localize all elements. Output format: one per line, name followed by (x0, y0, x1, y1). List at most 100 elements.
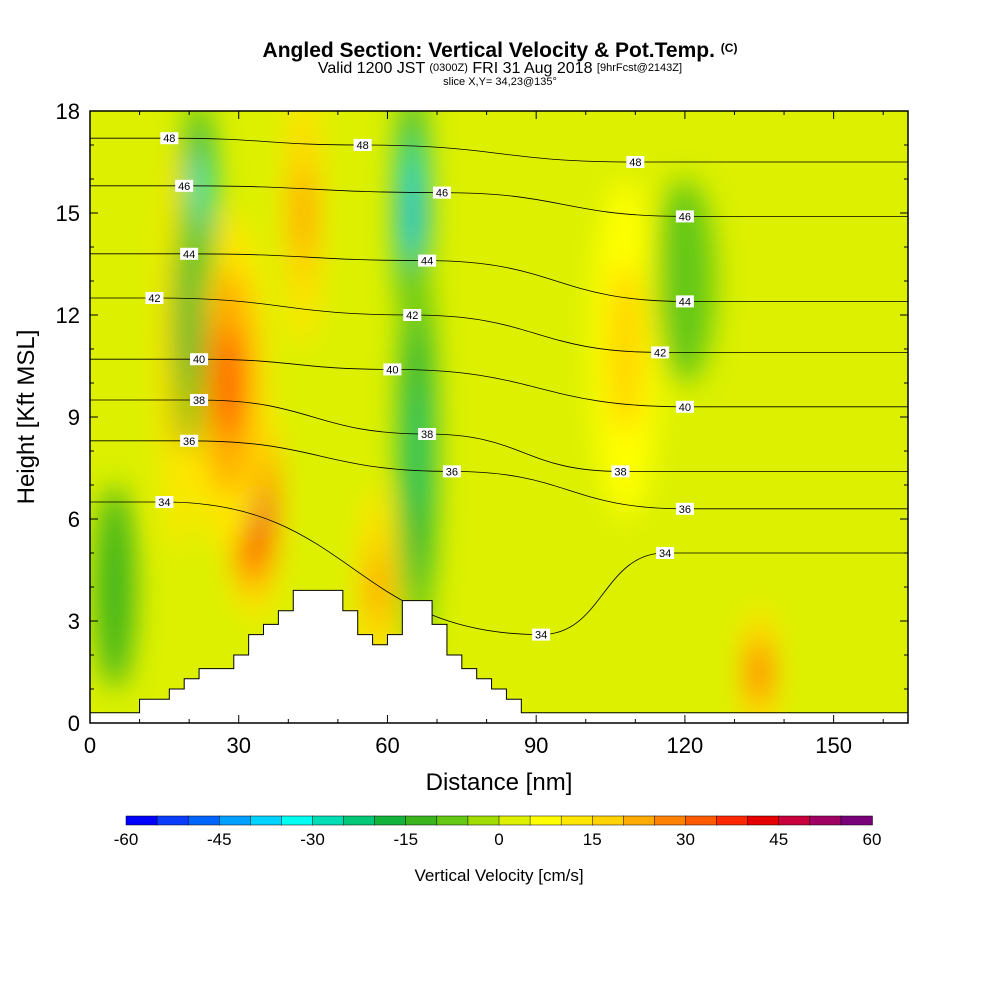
chart-title-main: Angled Section: Vertical Velocity & Pot.… (262, 39, 715, 62)
valid-utc: (0300Z) (429, 62, 468, 74)
colorbar-tick-label: -45 (207, 830, 232, 849)
downdraft-right (655, 179, 715, 383)
x-tick-label: 150 (815, 733, 852, 758)
colorbar-swatch (498, 815, 531, 826)
colorbar-swatch (156, 815, 189, 826)
isotherm-label-38: 38 (190, 394, 209, 407)
x-tick-label: 90 (524, 733, 548, 758)
isotherm-label-text: 48 (629, 157, 641, 169)
isotherm-label-bg (611, 465, 630, 478)
colorbar-swatch (187, 815, 221, 826)
isotherm-label-text: 42 (654, 347, 666, 359)
velocity-field (94, 111, 780, 723)
isotherm-label-46: 46 (432, 186, 451, 200)
isotherm-label-bg (155, 496, 174, 508)
isotherm-label-text: 46 (436, 188, 448, 200)
isotherm-label-bg (675, 400, 694, 413)
updraft-right-upper (608, 264, 643, 434)
isotherm-label-bg (383, 363, 402, 376)
downdraft-central (408, 185, 416, 241)
isotherm-label-48: 48 (626, 156, 645, 169)
colorbar-swatch (529, 815, 562, 826)
isotherm-label-text: 38 (421, 429, 433, 441)
x-tick-label: 60 (375, 733, 399, 758)
colorbar-swatch (654, 815, 687, 826)
colorbar-swatch (685, 815, 718, 826)
isotherm-label-bg (432, 186, 451, 199)
x-axis: 0 30 60 90 120 150 (84, 111, 884, 758)
colorbar-tick-label: 15 (583, 830, 602, 849)
colorbar-tick-label: 0 (494, 830, 503, 849)
colorbar-label: Vertical Velocity [cm/s] (414, 866, 583, 885)
isotherm-label-bg (675, 502, 694, 515)
isotherm-label-text: 34 (535, 630, 547, 642)
y-tick-label: 0 (68, 711, 80, 736)
isotherm-label-42: 42 (145, 292, 164, 305)
isotherm-label-text: 36 (183, 436, 195, 448)
colorbar-swatch (747, 815, 780, 826)
colorbar-swatch (592, 815, 625, 826)
colorbar: -60 -45 -30 -15 0 15 30 45 60 (114, 815, 882, 849)
y-tick-label: 9 (68, 405, 80, 430)
isotherm-label-bg (656, 547, 675, 559)
isotherm-label-38: 38 (611, 465, 630, 478)
isotherm-label-48: 48 (353, 139, 372, 152)
colorbar-swatch (778, 815, 811, 826)
downdraft-left-column (181, 247, 197, 383)
isotherm-label-36: 36 (442, 465, 461, 478)
colorbar-tick-label: 45 (769, 830, 788, 849)
colorbar-tick-label: -15 (393, 830, 418, 849)
colorbar-swatch (405, 815, 438, 826)
isotherm-label-bg (403, 309, 422, 321)
isotherm-label-42: 42 (651, 346, 670, 359)
isotherm-label-44: 44 (418, 254, 437, 268)
isotherm-label-bg (145, 292, 164, 304)
y-tick-label: 6 (68, 507, 80, 532)
isotherm-label-text: 36 (679, 504, 691, 516)
isotherm-label-40: 40 (383, 363, 402, 376)
valid-time: Valid 1200 JST (317, 60, 425, 77)
isotherm-label-text: 44 (183, 249, 195, 261)
y-tick-label: 12 (56, 303, 80, 328)
isotherm-label-34: 34 (155, 496, 174, 509)
colorbar-swatch (809, 815, 842, 826)
isotherm-label-text: 38 (193, 395, 205, 407)
isotherm-label-48: 48 (160, 132, 179, 145)
isotherm-40 (90, 358, 908, 408)
isotherm-label-text: 40 (386, 364, 398, 376)
isotherm-label-text: 34 (158, 497, 170, 509)
downdraft-left-low (94, 485, 135, 689)
isotherm-label-bg (532, 628, 551, 641)
isotherm-label-text: 40 (679, 402, 691, 414)
isotherm-label-bg (626, 156, 645, 168)
colorbar-swatch (125, 815, 158, 826)
isotherm-label-bg (651, 346, 670, 359)
isotherm-label-bg (675, 210, 694, 223)
forecast-tag: [9hrFcst@2143Z] (596, 62, 683, 74)
isotherm-label-bg (442, 465, 461, 478)
isotherm-label-bg (418, 428, 437, 440)
colorbar-swatch (436, 815, 469, 826)
isotherm-label-bg (418, 254, 437, 267)
colorbar-swatch (312, 815, 345, 826)
isotherm-label-42: 42 (403, 309, 422, 322)
isotherm-label-text: 44 (421, 256, 433, 268)
colorbar-swatch (560, 815, 594, 826)
colorbar-swatch (343, 815, 376, 826)
colorbar-tick-label: 60 (863, 830, 882, 849)
isotherm-label-bg (190, 394, 209, 406)
x-axis-label: Distance [nm] (426, 769, 573, 796)
isotherm-label-46: 46 (675, 210, 694, 223)
colorbar-swatch (250, 815, 283, 826)
y-tick-label: 18 (56, 99, 80, 124)
chart-title: Angled Section: Vertical Velocity & Pot.… (0, 36, 1000, 63)
x-tick-label: 0 (84, 733, 96, 758)
x-tick-label: 120 (667, 733, 704, 758)
updraft-upper (296, 167, 310, 259)
terrain (89, 589, 909, 724)
isotherm-label-bg (190, 353, 209, 366)
isotherm-label-bg (180, 434, 199, 447)
isotherm-label-text: 42 (406, 310, 418, 322)
